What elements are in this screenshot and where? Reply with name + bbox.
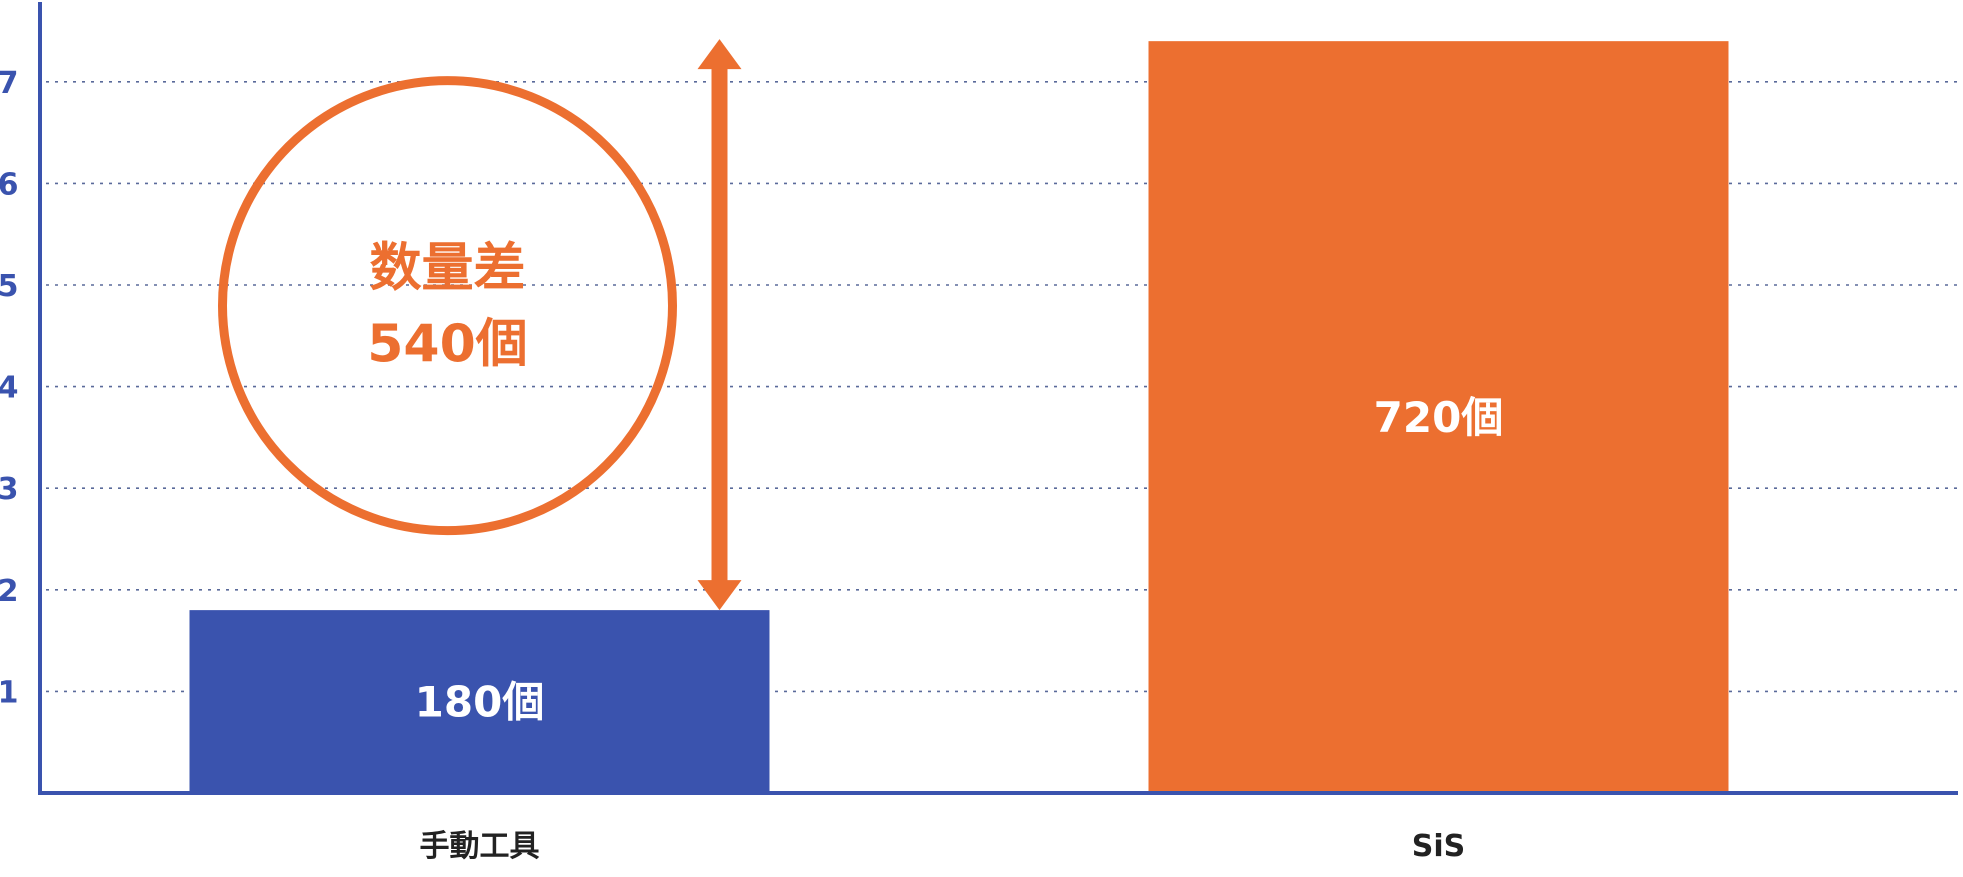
- difference-arrow-head-down: [697, 580, 742, 611]
- difference-circle: [218, 76, 677, 536]
- bar-value-label: 180個: [415, 678, 545, 727]
- difference-arrow-head-up: [697, 39, 742, 70]
- y-tick-labels: 1 2 3 4 5 6 7: [0, 66, 18, 711]
- y-tick-label: 5: [0, 269, 18, 304]
- difference-annotation: 数量差 540個: [218, 39, 742, 611]
- y-tick-label: 3: [0, 472, 18, 507]
- y-tick-label: 1: [0, 675, 18, 710]
- bars: [189, 41, 1729, 794]
- bar-value-label: 720個: [1374, 393, 1504, 442]
- difference-label-value: 540個: [367, 315, 528, 375]
- difference-label-title: 数量差: [369, 239, 525, 299]
- bar-1: [1148, 41, 1729, 794]
- y-tick-label: 6: [0, 167, 18, 202]
- axes: [38, 2, 1958, 795]
- y-tick-label: 2: [0, 574, 18, 609]
- x-category-label: SiS: [1412, 829, 1466, 864]
- y-tick-label: 4: [0, 371, 18, 406]
- y-tick-label: 7: [0, 66, 18, 101]
- x-category-label: 手動工具: [420, 829, 540, 864]
- bar-0: [189, 610, 770, 793]
